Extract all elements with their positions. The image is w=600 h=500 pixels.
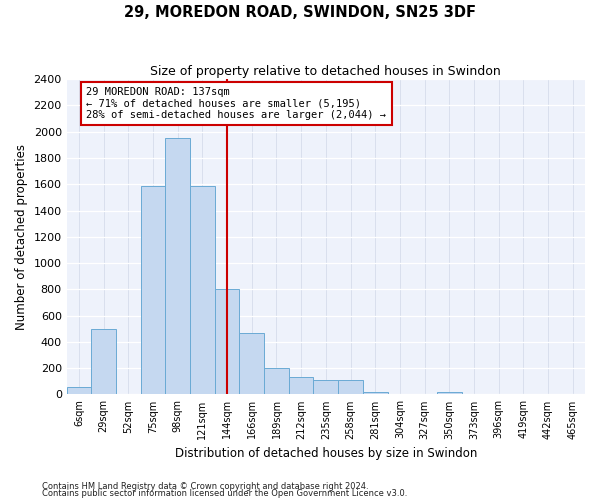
Text: Contains public sector information licensed under the Open Government Licence v3: Contains public sector information licen… [42,490,407,498]
Title: Size of property relative to detached houses in Swindon: Size of property relative to detached ho… [151,65,501,78]
Bar [141,186,166,394]
Bar [437,392,461,394]
Bar [91,329,116,394]
Bar [190,186,215,394]
Text: Contains HM Land Registry data © Crown copyright and database right 2024.: Contains HM Land Registry data © Crown c… [42,482,368,491]
Y-axis label: Number of detached properties: Number of detached properties [15,144,28,330]
Bar [264,368,289,394]
Bar [166,138,190,394]
Bar [363,392,388,394]
Bar [215,290,239,395]
X-axis label: Distribution of detached houses by size in Swindon: Distribution of detached houses by size … [175,447,477,460]
Text: 29 MOREDON ROAD: 137sqm
← 71% of detached houses are smaller (5,195)
28% of semi: 29 MOREDON ROAD: 137sqm ← 71% of detache… [86,87,386,120]
Bar [338,380,363,394]
Bar [289,378,313,394]
Text: 29, MOREDON ROAD, SWINDON, SN25 3DF: 29, MOREDON ROAD, SWINDON, SN25 3DF [124,5,476,20]
Bar [67,387,91,394]
Bar [313,380,338,394]
Bar [239,332,264,394]
